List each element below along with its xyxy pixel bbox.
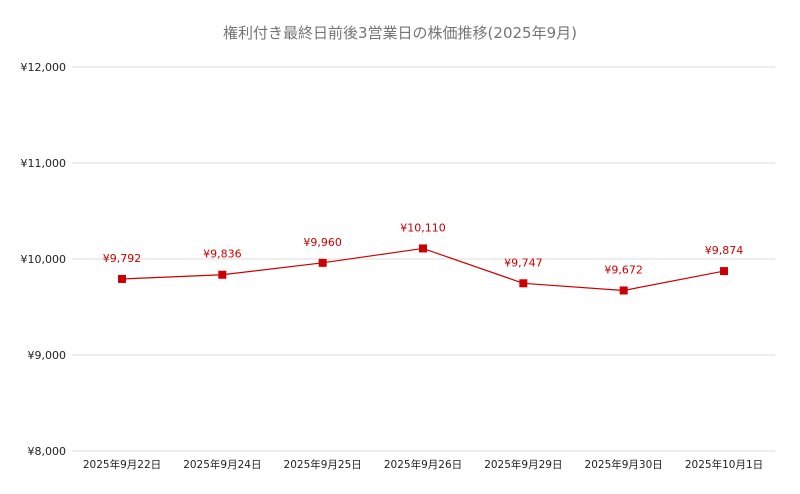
data-label: ¥9,672 (604, 263, 643, 276)
data-point (318, 258, 327, 267)
data-point (118, 274, 126, 283)
gridlines (72, 66, 775, 452)
data-label: ¥9,747 (504, 256, 543, 269)
series-layer (118, 244, 728, 295)
y-axis: ¥8,000 ¥9,000 ¥10,000 ¥11,000 ¥12,000 (21, 61, 67, 458)
x-tick-label: 2025年9月29日 (484, 458, 562, 471)
data-point (218, 270, 227, 279)
data-label: ¥9,960 (303, 236, 342, 249)
data-point (419, 244, 427, 253)
data-labels: ¥9,792 ¥9,836 ¥9,960 ¥10,110 ¥9,747 ¥9,672 ¥9,… (103, 221, 744, 276)
x-tick-label: 2025年9月26日 (384, 458, 462, 471)
x-axis: 2025年9月22日 2025年9月24日 2025年9月25日 2025年9月26日… (83, 458, 763, 471)
y-tick-label: ¥10,000 (21, 253, 67, 266)
x-tick-label: 2025年9月25日 (284, 458, 362, 471)
chart-title: 権利付き最終日前後3営業日の株価推移(2025年9月) (223, 24, 577, 42)
data-label: ¥9,836 (203, 248, 242, 261)
data-label: ¥9,792 (103, 252, 142, 265)
data-label: ¥10,110 (400, 221, 446, 234)
data-point (519, 279, 528, 288)
x-tick-label: 2025年9月30日 (585, 458, 663, 471)
y-tick-label: ¥9,000 (28, 349, 67, 362)
data-point (619, 286, 628, 295)
y-tick-label: ¥12,000 (21, 61, 67, 74)
x-tick-label: 2025年9月24日 (183, 458, 261, 471)
y-tick-label: ¥11,000 (21, 157, 67, 170)
data-label: ¥9,874 (705, 244, 744, 257)
y-tick-label: ¥8,000 (28, 445, 67, 458)
x-tick-label: 2025年10月1日 (685, 458, 763, 471)
x-tick-label: 2025年9月22日 (83, 458, 161, 471)
data-point (720, 267, 728, 276)
